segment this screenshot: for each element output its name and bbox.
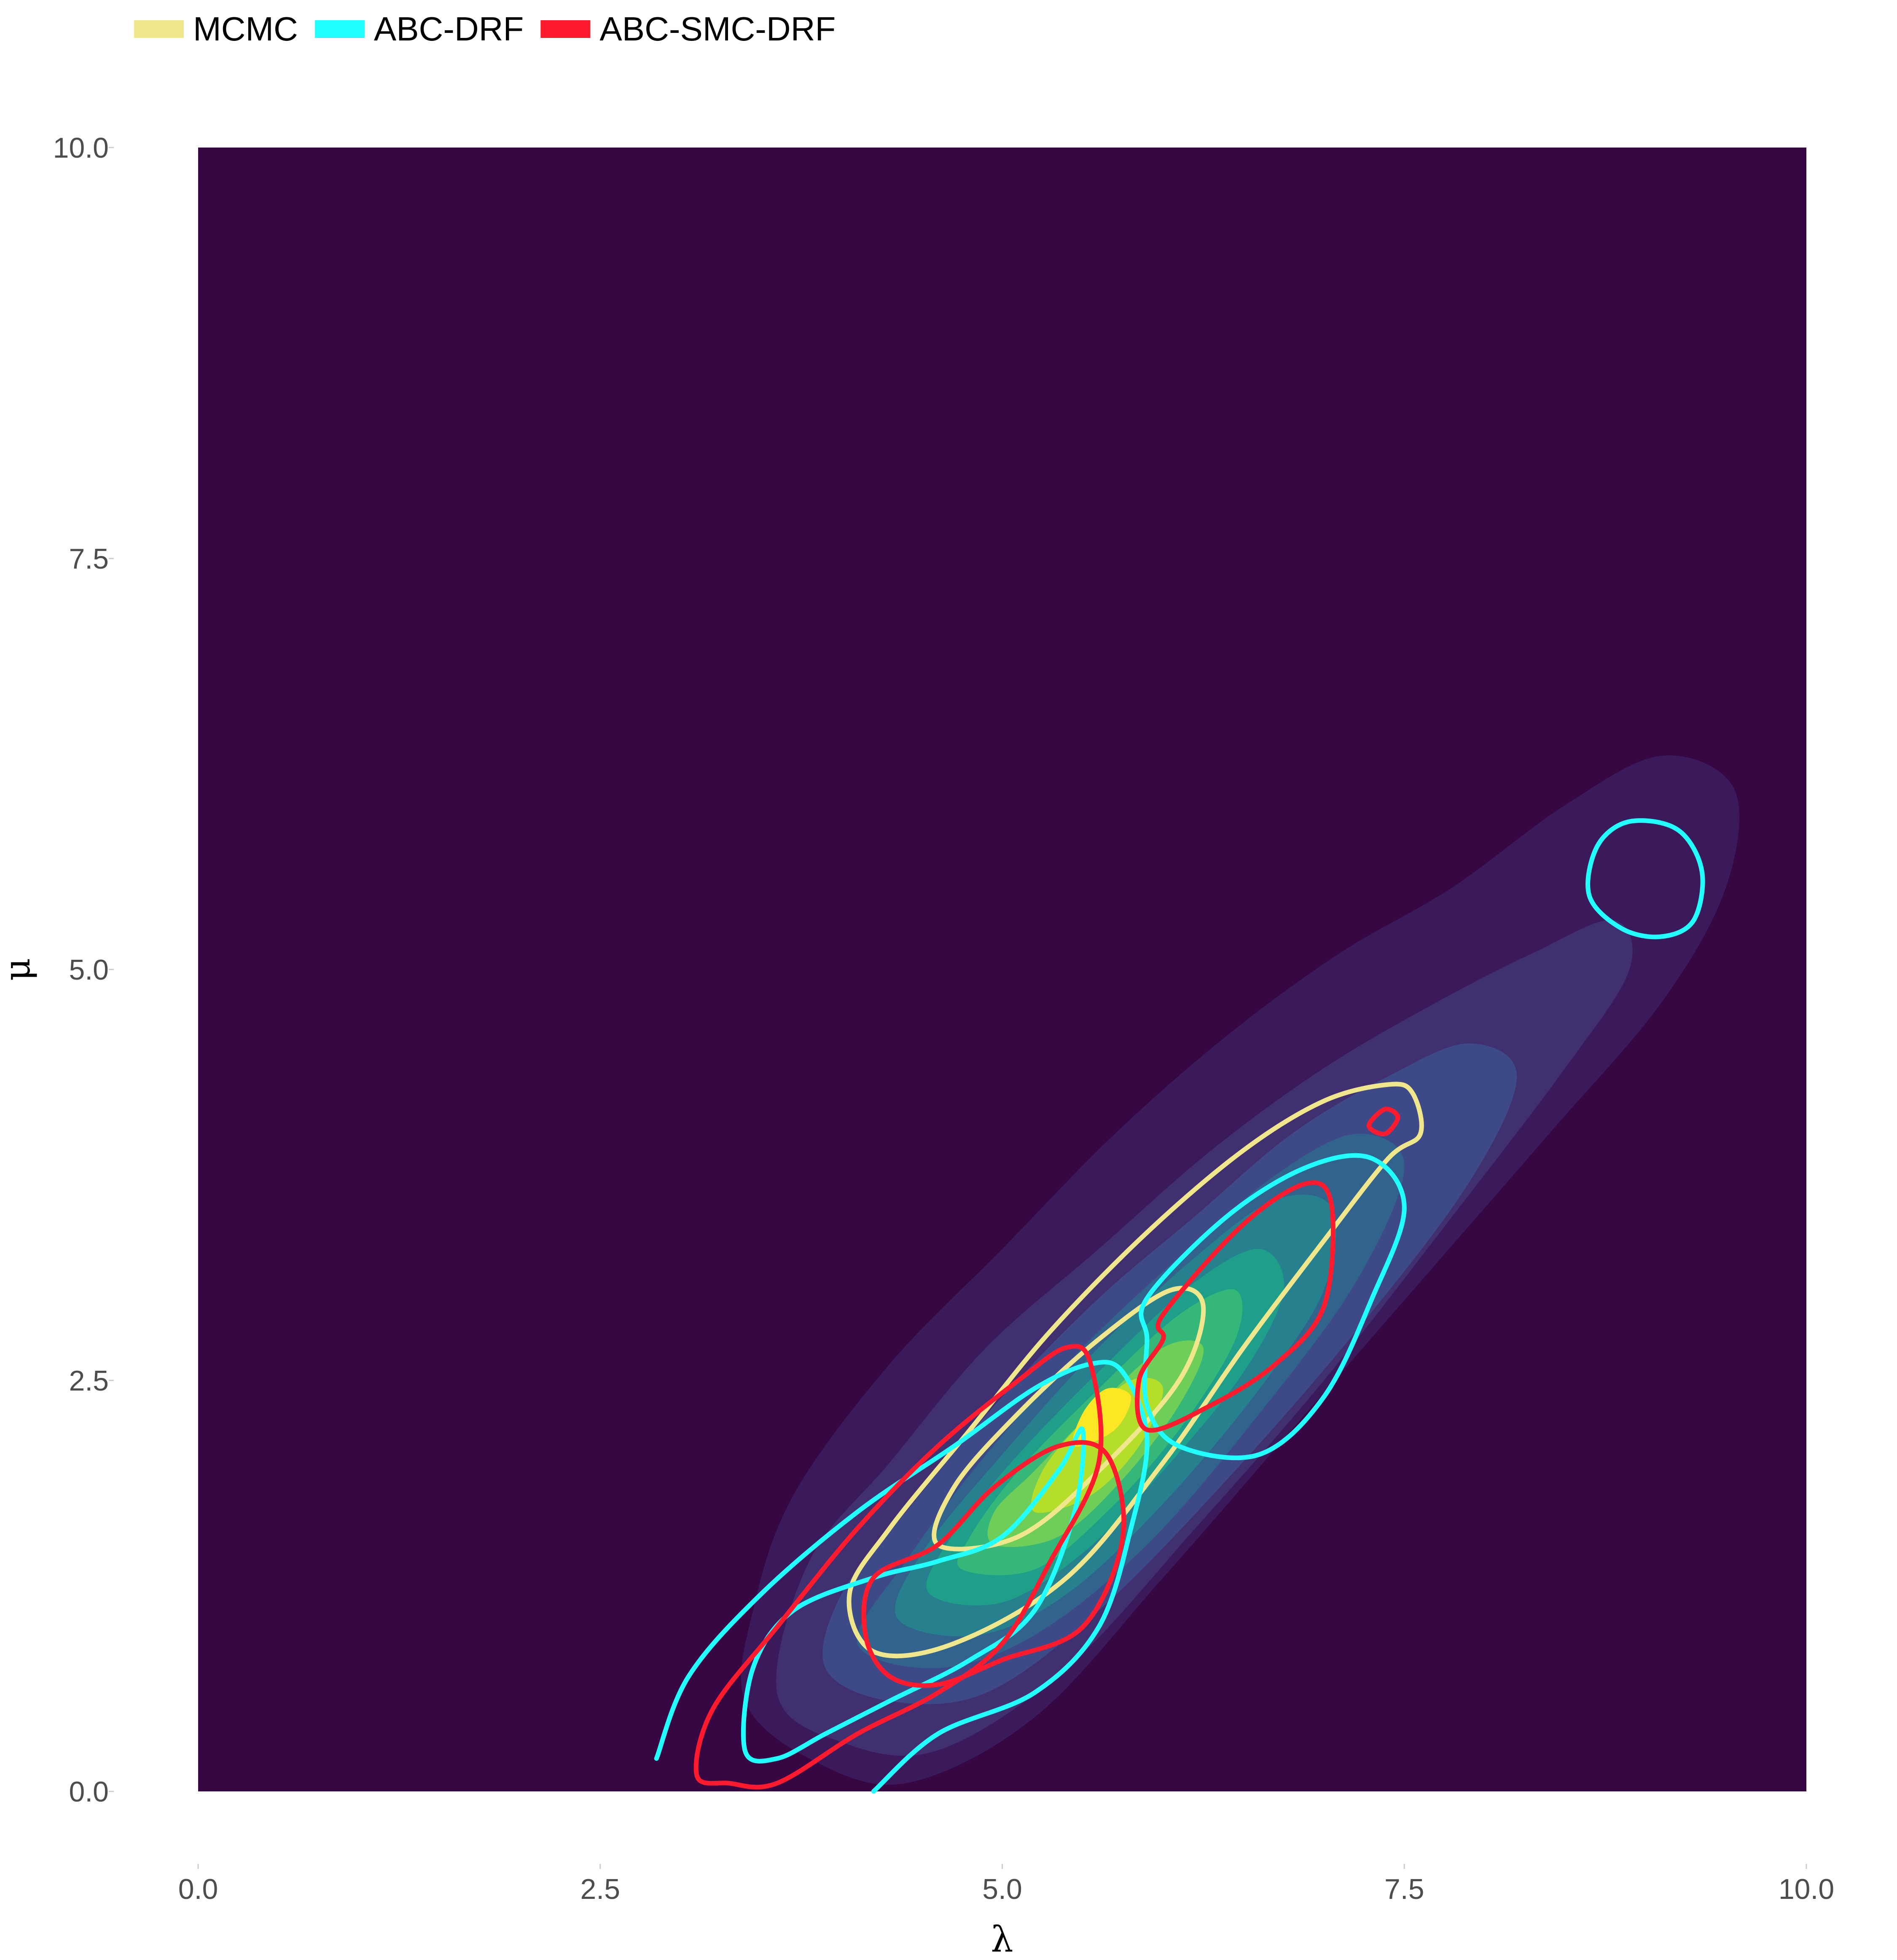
abc-drf-contour-2 xyxy=(1139,1153,1407,1461)
x-axis: 0.0 2.5 5.0 7.5 10.0 xyxy=(178,1864,1834,1905)
abc-drf-contour-3 xyxy=(1585,818,1705,940)
y-tick-label: 5.0 xyxy=(69,954,109,986)
mcmc-contour-0 xyxy=(846,1082,1424,1659)
legend-label-abc-smc-drf: ABC-SMC-DRF xyxy=(599,10,836,48)
y-tick-label: 10.0 xyxy=(53,132,109,164)
legend-label-abc-drf: ABC-DRF xyxy=(374,10,524,48)
contour-lines-layer xyxy=(654,818,1705,1794)
legend-key-mcmc xyxy=(134,20,184,38)
y-tick-label: 0.0 xyxy=(69,1776,109,1808)
abc-smc-drf-contour-3 xyxy=(1366,1106,1400,1136)
legend-key-abc-drf xyxy=(314,20,365,38)
abc-smc-drf-contour-1 xyxy=(861,1440,1126,1688)
abc-drf-contour-1 xyxy=(741,1426,1086,1764)
abc-smc-drf-contour-0 xyxy=(693,1344,1104,1790)
abc-smc-drf-contour-2 xyxy=(1135,1180,1335,1433)
mcmc-contour-1 xyxy=(932,1286,1206,1552)
x-axis-title: λ xyxy=(991,1919,1013,1960)
x-tick-label: 10.0 xyxy=(1779,1873,1834,1905)
y-axis-title: μ xyxy=(0,958,38,981)
x-tick-label: 0.0 xyxy=(178,1873,218,1905)
x-tick-label: 2.5 xyxy=(580,1873,620,1905)
legend-label-mcmc: MCMC xyxy=(193,10,298,48)
abc-drf-contour-0 xyxy=(654,1360,1150,1794)
x-tick-label: 5.0 xyxy=(982,1873,1022,1905)
x-tick-label: 7.5 xyxy=(1384,1873,1424,1905)
y-tick-label: 2.5 xyxy=(69,1365,109,1397)
y-axis: 0.0 2.5 5.0 7.5 10.0 xyxy=(53,132,114,1808)
legend-key-abc-smc-drf xyxy=(540,20,591,38)
y-tick-label: 7.5 xyxy=(69,543,109,575)
legend: MCMC ABC-DRF ABC-SMC-DRF xyxy=(134,10,836,48)
